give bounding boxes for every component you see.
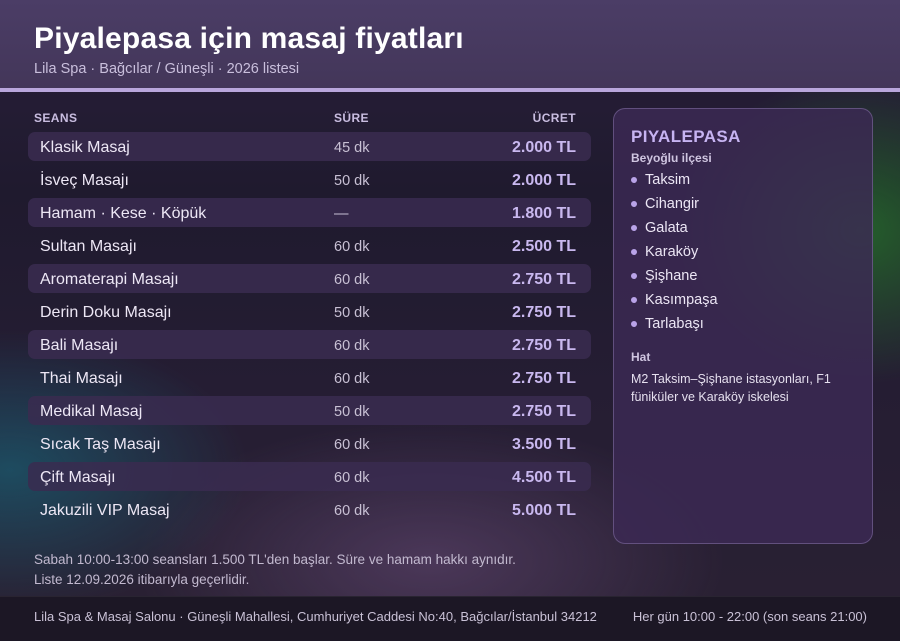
service-duration: 60 dk [334, 503, 370, 519]
neighborhood-label: Cihangir [645, 196, 699, 212]
bullet-icon [631, 273, 637, 279]
service-duration: 45 dk [334, 140, 370, 156]
neighborhood-list: Taksim Cihangir Galata Karaköy Şişhane Kasımp… [631, 171, 718, 339]
service-price: 2.500 TL [511, 238, 576, 255]
service-price: 3.500 TL [511, 436, 576, 453]
table-row: Medikal Masaj 50 dk 2.750 TL [28, 396, 591, 425]
note-valid-date: Liste 12.09.2026 itibarıyla geçerlidir. [34, 572, 250, 587]
column-header-seans: SEANS [34, 111, 78, 125]
bullet-icon [631, 201, 637, 207]
service-duration: — [334, 206, 349, 222]
service-name: Çift Masajı [40, 469, 116, 486]
service-price: 2.000 TL [511, 139, 576, 156]
bullet-icon [631, 321, 637, 327]
service-duration: 60 dk [334, 338, 370, 354]
table-row: Sultan Masajı 60 dk 2.500 TL [28, 231, 591, 260]
table-row: Bali Masajı 60 dk 2.750 TL [28, 330, 591, 359]
service-name: Bali Masajı [40, 337, 119, 354]
neighborhood-label: Şişhane [645, 268, 698, 284]
district-subtitle: Beyoğlu ilçesi [631, 151, 712, 165]
service-name: Sultan Masajı [40, 238, 137, 255]
service-name: Jakuzili VIP Masaj [40, 502, 170, 519]
service-name: Aromaterapi Masajı [40, 271, 179, 288]
service-name: Hamam · Kese · Köpük [40, 205, 207, 222]
neighborhood-item: Kasımpaşa [631, 291, 718, 315]
table-row: Klasik Masaj 45 dk 2.000 TL [28, 132, 591, 161]
table-row: Aromaterapi Masajı 60 dk 2.750 TL [28, 264, 591, 293]
service-duration: 60 dk [334, 272, 370, 288]
service-name: Medikal Masaj [40, 403, 143, 420]
service-price: 2.750 TL [511, 337, 576, 354]
bullet-icon [631, 297, 637, 303]
district-card: PIYALEPASA Beyoğlu ilçesi Taksim Cihangir… [613, 108, 873, 544]
neighborhood-item: Tarlabaşı [631, 315, 718, 339]
service-duration: 60 dk [334, 239, 370, 255]
page-subtitle: Lila Spa · Bağcılar / Güneşli · 2026 lis… [34, 61, 300, 77]
column-header-ucret: ÜCRET [532, 111, 576, 125]
table-row: Derin Doku Masajı 50 dk 2.750 TL [28, 297, 591, 326]
table-row: İsveç Masajı 50 dk 2.000 TL [28, 165, 591, 194]
table-row: Çift Masajı 60 dk 4.500 TL [28, 462, 591, 491]
service-name: Thai Masajı [40, 370, 123, 387]
service-price: 2.750 TL [511, 403, 576, 420]
footer-hours: Her gün 10:00 - 22:00 (son seans 21:00) [632, 609, 867, 624]
column-header-sure: SÜRE [334, 111, 369, 125]
service-duration: 50 dk [334, 404, 370, 420]
neighborhood-label: Taksim [645, 172, 691, 188]
service-price: 2.000 TL [511, 172, 576, 189]
transit-heading: Hat [631, 350, 651, 364]
service-price: 2.750 TL [511, 370, 576, 387]
note-morning-sessions: Sabah 10:00-13:00 seansları 1.500 TL'den… [34, 552, 516, 567]
table-row: Hamam · Kese · Köpük — 1.800 TL [28, 198, 591, 227]
page-title: Piyalepasa için masaj fiyatları [34, 22, 464, 55]
service-price: 2.750 TL [511, 271, 576, 288]
service-duration: 50 dk [334, 305, 370, 321]
neighborhood-item: Karaköy [631, 243, 718, 267]
service-duration: 60 dk [334, 470, 370, 486]
service-price: 4.500 TL [511, 469, 576, 486]
neighborhood-item: Şişhane [631, 267, 718, 291]
service-name: Sıcak Taş Masajı [40, 436, 161, 453]
service-price: 2.750 TL [511, 304, 576, 321]
footer-address: Lila Spa & Masaj Salonu · Güneşli Mahall… [34, 609, 597, 624]
neighborhood-item: Cihangir [631, 195, 718, 219]
bullet-icon [631, 177, 637, 183]
service-duration: 60 dk [334, 371, 370, 387]
table-row: Sıcak Taş Masajı 60 dk 3.500 TL [28, 429, 591, 458]
neighborhood-label: Kasımpaşa [645, 292, 718, 308]
bullet-icon [631, 249, 637, 255]
service-name: Klasik Masaj [40, 139, 130, 156]
service-name: Derin Doku Masajı [40, 304, 172, 321]
neighborhood-label: Karaköy [645, 244, 699, 260]
transit-text: M2 Taksim–Şişhane istasyonları, F1 fünik… [631, 372, 831, 404]
page-footer: Lila Spa & Masaj Salonu · Güneşli Mahall… [0, 596, 900, 641]
service-duration: 60 dk [334, 437, 370, 453]
price-table: Klasik Masaj 45 dk 2.000 TL İsveç Masajı 50 … [28, 132, 591, 528]
header-divider [0, 88, 900, 92]
neighborhood-item: Taksim [631, 171, 718, 195]
table-row: Jakuzili VIP Masaj 60 dk 5.000 TL [28, 495, 591, 524]
service-duration: 50 dk [334, 173, 370, 189]
bullet-icon [631, 225, 637, 231]
service-name: İsveç Masajı [40, 172, 129, 189]
neighborhood-label: Tarlabaşı [645, 316, 704, 332]
table-row: Thai Masajı 60 dk 2.750 TL [28, 363, 591, 392]
neighborhood-item: Galata [631, 219, 718, 243]
service-price: 5.000 TL [511, 502, 576, 519]
service-price: 1.800 TL [511, 205, 576, 222]
page-header: Piyalepasa için masaj fiyatları Lila Spa… [0, 0, 900, 88]
neighborhood-label: Galata [645, 220, 688, 236]
district-title: PIYALEPASA [631, 127, 741, 146]
